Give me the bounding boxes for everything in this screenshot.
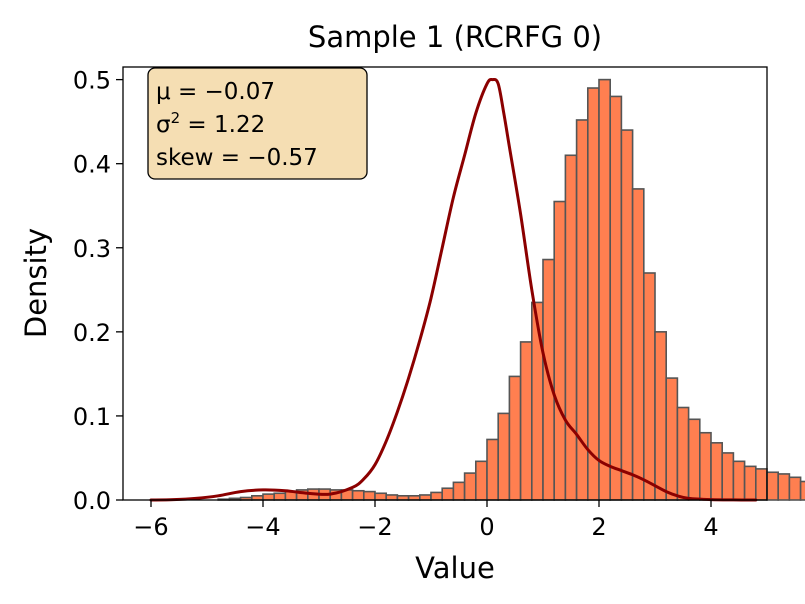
histogram-bar bbox=[598, 78, 611, 501]
histogram-bar bbox=[710, 442, 723, 501]
histogram-bar bbox=[519, 341, 533, 501]
kde-curve bbox=[149, 77, 758, 502]
histogram-bar bbox=[788, 476, 802, 501]
chart-title: Sample 1 (RCRFG 0) bbox=[308, 20, 602, 54]
x-tick-label: −4 bbox=[245, 513, 280, 541]
histogram-bar bbox=[732, 460, 746, 501]
histogram-bar bbox=[721, 452, 735, 501]
histogram-bar bbox=[452, 481, 466, 501]
x-tick-label: 2 bbox=[591, 513, 606, 541]
y-tick-label: 0.2 bbox=[73, 319, 111, 347]
stats-variance-value: = 1.22 bbox=[180, 112, 265, 138]
histogram-bar bbox=[777, 473, 791, 501]
histogram-bar bbox=[553, 200, 567, 501]
y-tick-label: 0.3 bbox=[73, 235, 111, 263]
x-tick-label: 4 bbox=[703, 513, 718, 541]
histogram-bar bbox=[743, 465, 757, 501]
histogram-bar bbox=[474, 460, 488, 501]
x-tick-label: −2 bbox=[357, 513, 392, 541]
histogram-bar bbox=[418, 494, 432, 501]
stats-variance-symbol: σ bbox=[156, 112, 171, 138]
histogram-bar bbox=[262, 493, 275, 501]
histogram-bar bbox=[362, 490, 376, 501]
histogram-bar bbox=[609, 95, 623, 501]
histogram-bar bbox=[351, 489, 365, 501]
histogram-bar bbox=[620, 129, 634, 501]
histogram-bar bbox=[676, 406, 690, 501]
x-axis-label: Value bbox=[415, 551, 495, 585]
histogram-bar bbox=[642, 272, 656, 501]
histogram-bar bbox=[385, 494, 399, 501]
histogram-bar bbox=[631, 188, 645, 501]
kde-curve-group bbox=[149, 77, 758, 502]
x-axis-ticks: −6 −4 −2 0 2 4 bbox=[133, 500, 719, 541]
x-tick-label: −6 bbox=[133, 513, 168, 541]
histogram-bar bbox=[508, 375, 522, 501]
histogram-bar bbox=[586, 87, 600, 501]
y-tick-label: 0.1 bbox=[73, 403, 111, 431]
histogram-bar bbox=[799, 480, 805, 501]
y-tick-label: 0.5 bbox=[73, 67, 111, 95]
histogram-bars bbox=[217, 78, 805, 501]
stats-variance-exponent: 2 bbox=[171, 109, 181, 127]
histogram-bar bbox=[273, 492, 287, 501]
y-tick-label: 0.4 bbox=[73, 151, 111, 179]
y-axis-ticks: 0.0 0.1 0.2 0.3 0.4 0.5 bbox=[73, 67, 123, 515]
histogram-bar bbox=[754, 468, 768, 501]
histogram-bar bbox=[564, 154, 578, 501]
x-tick-label: 0 bbox=[479, 513, 494, 541]
stats-box: μ = −0.07 σ2 = 1.22 skew = −0.57 bbox=[147, 67, 368, 180]
y-tick-label: 0.0 bbox=[73, 487, 111, 515]
histogram-bar bbox=[665, 377, 679, 501]
stats-variance: σ2 = 1.22 bbox=[156, 109, 265, 138]
histogram-bar bbox=[430, 491, 443, 501]
histogram-bar bbox=[687, 418, 701, 501]
histogram-bar bbox=[530, 301, 544, 501]
stats-mean: μ = −0.07 bbox=[156, 79, 275, 105]
histogram-bar bbox=[441, 487, 455, 501]
stats-skew: skew = −0.57 bbox=[156, 145, 318, 171]
plot-frame bbox=[122, 66, 768, 501]
histogram-bar bbox=[766, 471, 779, 501]
histogram-bar bbox=[486, 438, 499, 501]
stats-box-background bbox=[147, 67, 368, 180]
y-axis-label: Density bbox=[19, 228, 53, 338]
histogram-bar bbox=[497, 412, 511, 501]
histogram-bar bbox=[698, 431, 712, 501]
histogram-bar bbox=[374, 492, 387, 501]
histogram-bar bbox=[463, 472, 477, 501]
histogram-bar bbox=[654, 331, 667, 501]
